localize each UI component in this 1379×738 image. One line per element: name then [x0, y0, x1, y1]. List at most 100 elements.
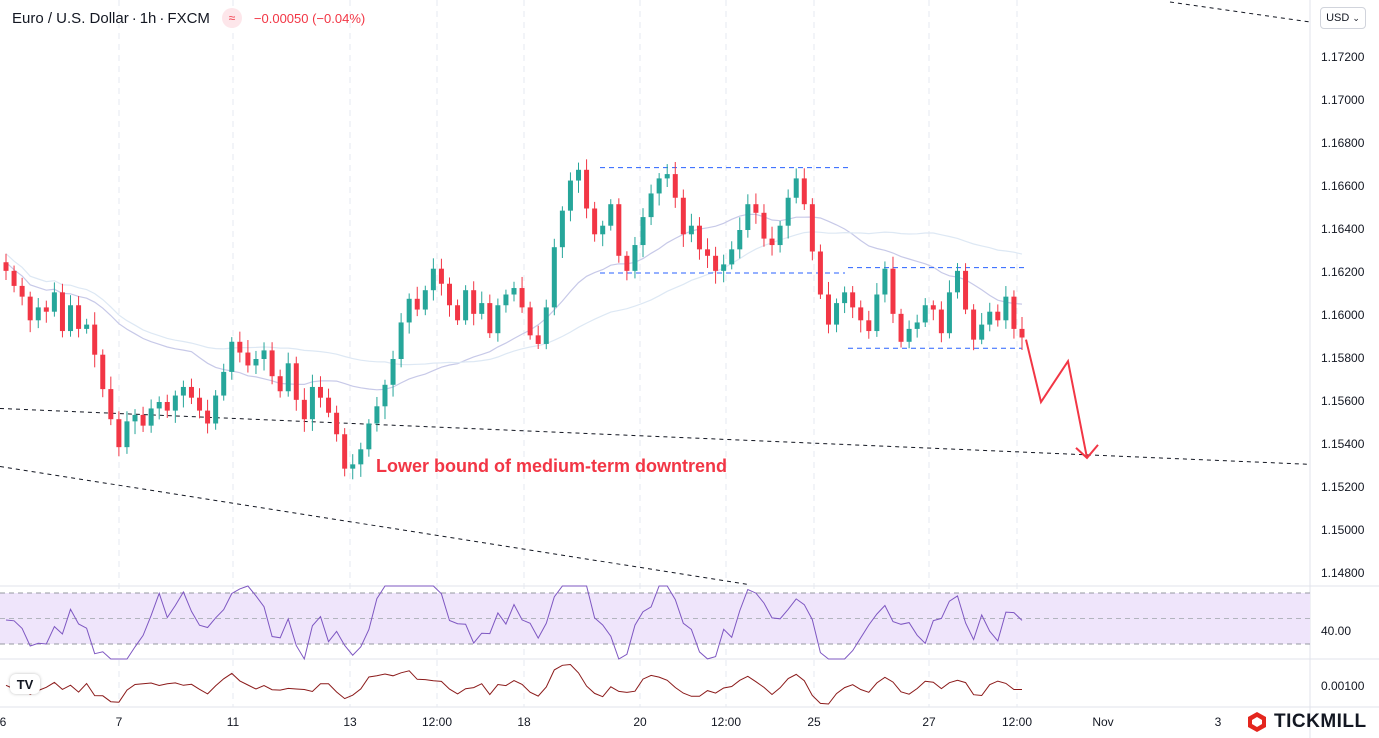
candle-body [648, 193, 654, 218]
candle [543, 299, 549, 350]
tickmill-logo-icon [1248, 712, 1266, 732]
candle-body [600, 225, 606, 235]
source-label: FXCM [167, 9, 210, 27]
candle-body [1019, 328, 1025, 338]
candle [527, 301, 533, 340]
candle [229, 337, 235, 380]
candle-body [817, 251, 823, 295]
candle [140, 406, 146, 432]
candle-body [140, 414, 146, 426]
candle-body [43, 307, 49, 312]
candle-body [334, 412, 340, 435]
candle [729, 241, 735, 270]
candle [987, 302, 993, 332]
candle [640, 208, 646, 258]
candle-body [309, 386, 315, 420]
candle [793, 168, 799, 204]
candle [487, 294, 493, 338]
candle-body [745, 204, 751, 230]
candle-body [188, 386, 194, 398]
x-tick-label: Nov [1092, 715, 1114, 729]
candle [963, 263, 969, 315]
candle-body [76, 305, 82, 329]
candle-body [285, 363, 291, 392]
candle-body [277, 376, 283, 392]
candle [438, 258, 444, 296]
x-tick-label: 3 [1214, 715, 1222, 729]
candle-body [656, 178, 662, 194]
candle [261, 342, 267, 371]
candle [463, 285, 469, 325]
candle [946, 280, 952, 339]
candle-body [825, 294, 831, 325]
candle [608, 199, 614, 231]
y-tick-label: 1.14800 [1321, 566, 1365, 580]
candle-body [842, 292, 848, 304]
candle-body [777, 225, 783, 246]
candle [471, 281, 477, 326]
candle [59, 283, 65, 338]
brand-logo: TICKMILL [1246, 711, 1367, 733]
y-tick-label: 1.17200 [1321, 50, 1365, 64]
candle-body [229, 341, 235, 372]
candle [188, 378, 194, 405]
candle-body [874, 294, 880, 332]
candle [350, 454, 356, 480]
candle [656, 173, 662, 206]
candle [27, 291, 33, 333]
candle [567, 172, 573, 222]
x-tick-label: 25 [807, 715, 821, 729]
candles [3, 159, 1025, 480]
candle-body [269, 350, 275, 377]
candle-body [156, 402, 162, 409]
candle-body [705, 249, 711, 256]
candle [398, 313, 404, 368]
candle-body [382, 384, 388, 407]
candle-body [987, 311, 993, 325]
candle-body [446, 283, 452, 306]
candle-body [616, 204, 622, 256]
indicator-badge-icon[interactable]: ≈ [221, 8, 242, 28]
rsi-line [5, 585, 1023, 661]
y-tick-label: 1.15800 [1321, 351, 1365, 365]
candle [624, 251, 630, 281]
symbol-name[interactable]: Euro / U.S. Dollar [12, 9, 129, 27]
candle [535, 325, 541, 349]
candle [753, 193, 759, 224]
candle [366, 419, 372, 457]
candle [205, 399, 211, 434]
candle-body [108, 389, 114, 420]
candle-body [11, 270, 17, 286]
header-separator: · [131, 9, 137, 27]
candle [576, 162, 582, 193]
trendline-lower-channel [0, 466, 751, 586]
candle-body [342, 434, 348, 469]
candle [100, 349, 106, 398]
trendline-lower-bound [0, 407, 1311, 465]
candle-body [737, 230, 743, 250]
candle-body [769, 238, 775, 246]
arrow-head [1075, 444, 1099, 460]
candle-body [59, 292, 65, 332]
x-tick-label: 11 [226, 715, 240, 729]
y-tick-label: 1.15600 [1321, 394, 1365, 408]
candle-body [834, 303, 840, 325]
candle-body [213, 395, 219, 424]
candle [197, 388, 203, 419]
candle [245, 340, 251, 373]
candle [809, 198, 815, 261]
candle-body [535, 335, 541, 344]
x-tick-label: 13 [343, 715, 357, 729]
candle [317, 376, 323, 408]
currency-dropdown[interactable]: USD ⌄ [1320, 7, 1366, 29]
candle-body [148, 408, 154, 426]
candle [374, 396, 380, 432]
candle-body [253, 359, 259, 366]
oscillator-line [5, 663, 1022, 705]
candle-body [680, 197, 686, 235]
y-tick-label: 1.16200 [1321, 265, 1365, 279]
tradingview-logo-icon[interactable]: TV [10, 674, 40, 694]
candle-body [688, 225, 694, 235]
interval-label[interactable]: 1h [139, 9, 157, 27]
